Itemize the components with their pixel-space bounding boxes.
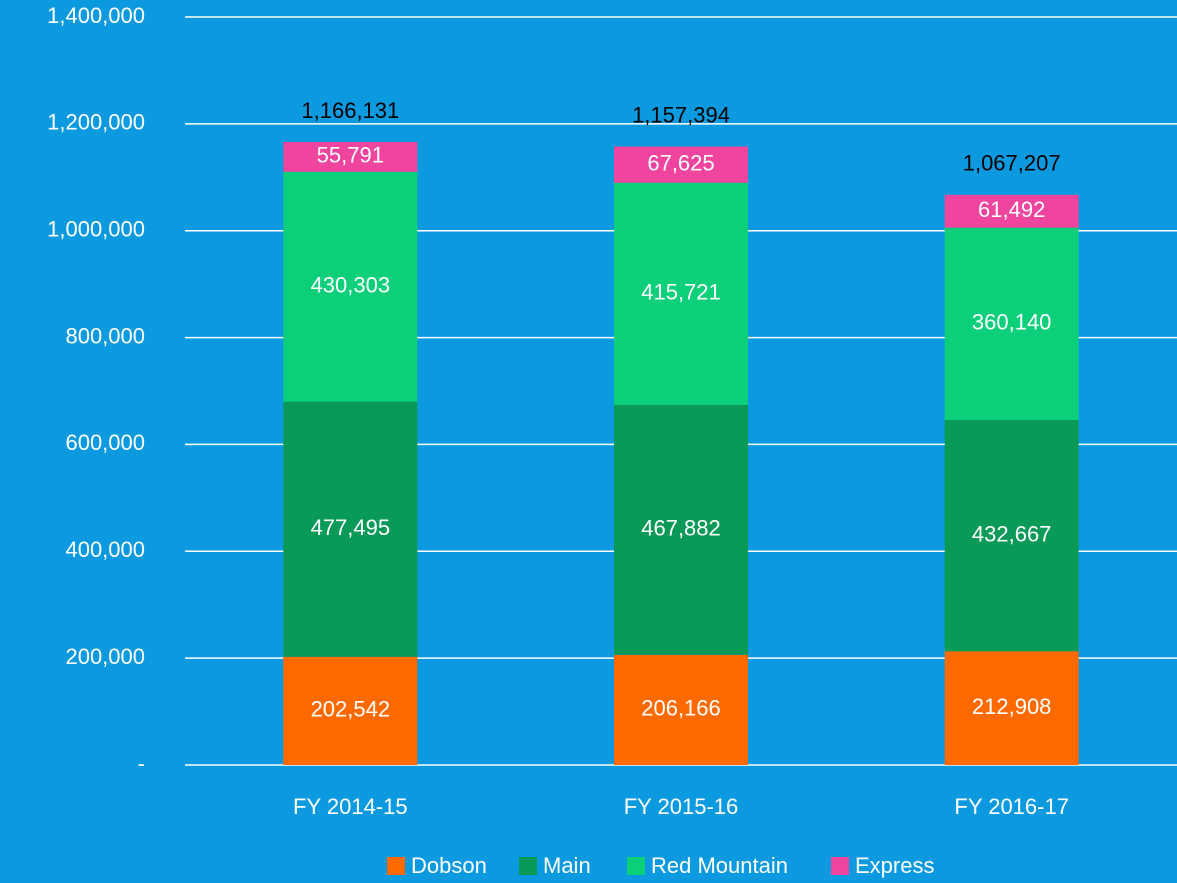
legend-label: Express	[855, 853, 934, 878]
data-label: 430,303	[311, 273, 391, 298]
data-label: 212,908	[972, 694, 1052, 719]
data-label: 206,166	[641, 696, 721, 721]
data-label: 360,140	[972, 310, 1052, 335]
bar-segment	[283, 656, 418, 765]
legend-label: Main	[543, 853, 591, 878]
legend-label: Dobson	[411, 853, 487, 878]
legend-swatch	[519, 857, 537, 875]
bar-segment	[614, 404, 748, 655]
total-label: 1,157,394	[632, 102, 730, 127]
legend-swatch	[387, 857, 405, 875]
y-tick-label: 400,000	[65, 537, 145, 562]
bar-segment	[283, 141, 418, 172]
bar-segment	[614, 182, 748, 405]
y-tick-label: 200,000	[65, 644, 145, 669]
y-tick-label: 1,400,000	[47, 3, 145, 28]
data-label: 415,721	[641, 280, 721, 305]
y-tick-label: 1,200,000	[47, 110, 145, 135]
y-tick-label: -	[138, 751, 145, 776]
bar-segment	[944, 420, 1079, 652]
total-label: 1,166,131	[301, 98, 399, 123]
y-tick-label: 1,000,000	[47, 217, 145, 242]
x-tick-label: FY 2016-17	[954, 794, 1069, 819]
bar-segment	[283, 171, 418, 402]
data-label: 467,882	[641, 516, 721, 541]
bar-segment	[944, 227, 1079, 421]
total-label: 1,067,207	[963, 151, 1061, 176]
bar-segment	[614, 146, 748, 183]
x-tick-label: FY 2014-15	[293, 794, 408, 819]
bar-segment	[614, 654, 748, 765]
data-label: 432,667	[972, 521, 1052, 546]
legend-swatch	[831, 857, 849, 875]
data-label: 477,495	[311, 515, 391, 540]
data-label: 202,542	[311, 697, 391, 722]
data-label: 55,791	[317, 143, 384, 168]
y-tick-label: 600,000	[65, 430, 145, 455]
y-tick-label: 800,000	[65, 323, 145, 348]
legend-label: Red Mountain	[651, 853, 788, 878]
bar-segment	[944, 651, 1079, 765]
data-label: 61,492	[978, 197, 1045, 222]
bar-segment	[283, 401, 418, 657]
bar-segment	[944, 194, 1079, 228]
x-tick-label: FY 2015-16	[624, 794, 739, 819]
legend-swatch	[627, 857, 645, 875]
data-label: 67,625	[647, 150, 714, 175]
